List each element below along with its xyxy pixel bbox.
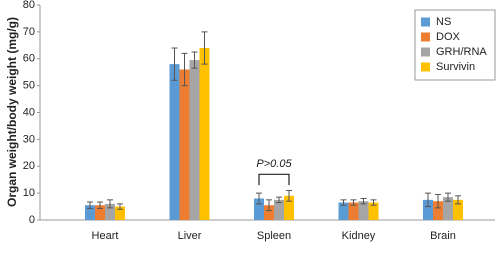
bar: [179, 69, 190, 220]
legend-swatch: [421, 17, 430, 27]
bar: [433, 201, 443, 220]
y-tick-label: 80: [23, 0, 35, 11]
error-bar: [370, 199, 377, 206]
bar: [358, 201, 369, 220]
bar: [115, 206, 125, 220]
y-tick-label: 40: [23, 106, 35, 118]
error-bar: [340, 199, 347, 206]
y-tick-label: 10: [23, 187, 35, 199]
error-bar: [97, 201, 103, 209]
legend-label: DOX: [436, 31, 461, 43]
error-bar: [455, 195, 461, 205]
error-bar: [276, 196, 282, 204]
bar: [348, 202, 359, 220]
bar: [453, 199, 463, 220]
bar: [284, 195, 294, 220]
bar: [368, 202, 379, 220]
y-tick-label: 0: [29, 214, 35, 226]
error-bar: [181, 52, 188, 87]
error-bar: [201, 31, 208, 65]
x-tick-label: Spleen: [257, 230, 291, 242]
error-bar: [107, 199, 113, 209]
error-bar: [266, 199, 272, 212]
error-bar: [87, 201, 93, 209]
x-tick-label: Liver: [178, 230, 202, 242]
bar: [85, 205, 95, 220]
legend-swatch: [421, 32, 430, 42]
bar: [254, 198, 264, 220]
y-tick-label: 70: [23, 26, 35, 38]
error-bar: [435, 193, 441, 209]
error-bar: [171, 47, 178, 81]
error-bar: [445, 192, 451, 202]
error-bar: [191, 51, 198, 69]
legend-swatch: [421, 47, 430, 57]
error-bar: [425, 192, 431, 208]
bar: [264, 205, 274, 220]
bar: [199, 48, 210, 220]
error-bar: [117, 203, 123, 210]
bar: [169, 64, 180, 220]
bar: [443, 197, 453, 220]
significance-bracket: [258, 173, 290, 186]
legend-label: Survivin: [436, 61, 475, 73]
bar: [95, 205, 105, 220]
bar: [338, 202, 349, 220]
legend-label: NS: [436, 16, 451, 28]
error-bar: [360, 198, 367, 205]
error-bar: [286, 189, 292, 202]
error-bar: [256, 192, 262, 205]
y-axis-label: Organ weight/body weight (mg/g): [5, 17, 19, 207]
error-bar: [350, 199, 357, 206]
x-tick-label: Heart: [92, 230, 119, 242]
legend-label: GRH/RNA: [436, 46, 487, 58]
y-tick-label: 60: [23, 53, 35, 65]
bar: [105, 203, 115, 220]
y-tick-label: 50: [23, 80, 35, 92]
y-tick-label: 20: [23, 160, 35, 172]
x-tick-label: Brain: [430, 230, 456, 242]
bar: [189, 60, 200, 220]
annotation: P>0.05: [256, 158, 292, 170]
bar: [274, 199, 284, 220]
x-tick-label: Kidney: [342, 230, 376, 242]
bar: [423, 199, 433, 220]
y-tick-label: 30: [23, 133, 35, 145]
legend-swatch: [421, 62, 430, 72]
